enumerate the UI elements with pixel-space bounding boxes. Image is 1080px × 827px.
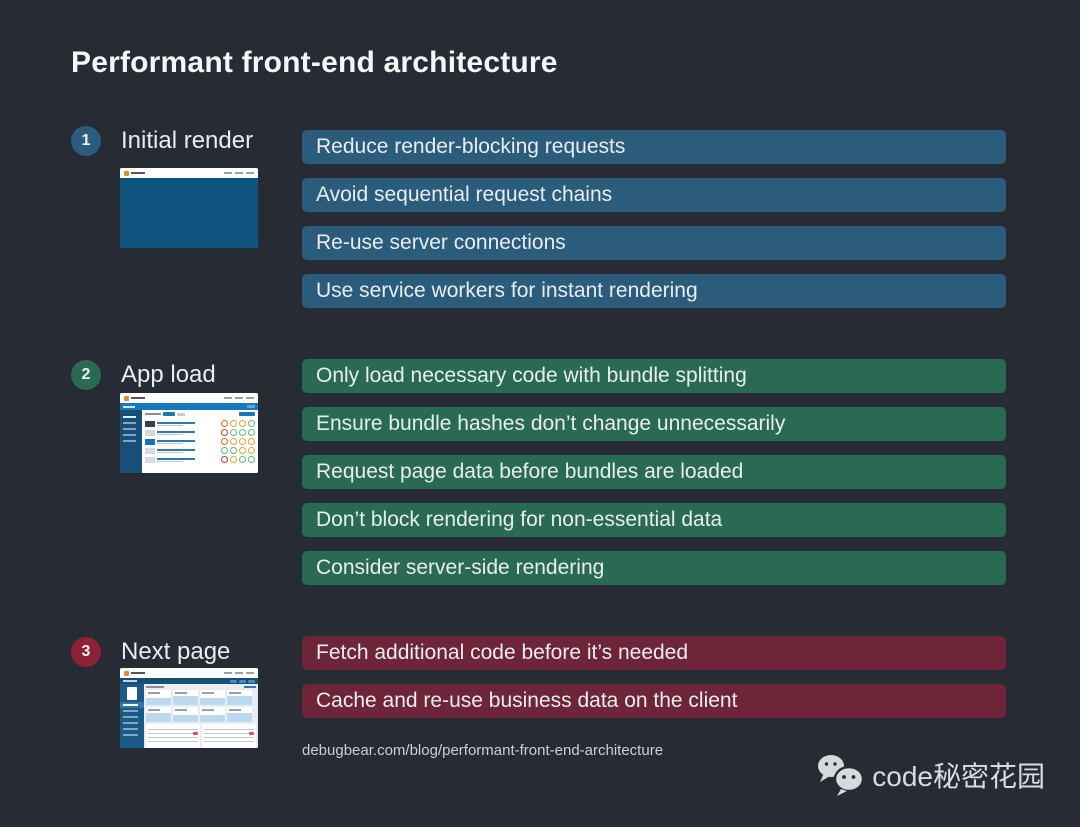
mini-chart-grid xyxy=(146,690,256,722)
mini-chart-card xyxy=(200,690,225,705)
mini-chart-card xyxy=(173,707,198,722)
recommendation-bar: Ensure bundle hashes don’t change unnece… xyxy=(302,407,1006,441)
recommendation-bar: Re-use server connections xyxy=(302,226,1006,260)
recommendation-bar: Reduce render-blocking requests xyxy=(302,130,1006,164)
mini-chart-card xyxy=(227,707,252,722)
mini-blank-page-body xyxy=(120,178,258,248)
mini-page-header-bar xyxy=(120,403,258,410)
mini-browser-topbar xyxy=(120,668,258,678)
mini-logo-icon xyxy=(124,395,129,401)
mini-chart-card xyxy=(227,690,252,705)
mini-browser-topbar xyxy=(120,168,258,178)
mini-browser-topbar xyxy=(120,393,258,403)
recommendation-bar: Request page data before bundles are loa… xyxy=(302,455,1006,489)
section-label-initial-render: Initial render xyxy=(121,127,254,154)
thumbnail-next-page xyxy=(120,668,258,748)
source-url: debugbear.com/blog/performant-front-end-… xyxy=(302,742,664,759)
mini-nav-links xyxy=(224,172,254,174)
mini-results-list xyxy=(142,410,258,473)
recommendation-list-next-page: Fetch additional code before it’s needed… xyxy=(302,636,1006,732)
mini-breadcrumb-bar xyxy=(120,678,258,684)
mini-nav-links xyxy=(224,672,254,674)
mini-chart-card xyxy=(146,690,171,705)
mini-logo-icon xyxy=(124,170,129,176)
recommendation-bar: Avoid sequential request chains xyxy=(302,178,1006,212)
section-label-next-page: Next page xyxy=(121,638,231,665)
mini-table-card xyxy=(202,724,256,748)
thumbnail-initial-render xyxy=(120,168,258,248)
mini-dashboard xyxy=(144,684,258,748)
mini-table-card xyxy=(146,724,200,748)
mini-chart-card xyxy=(146,707,171,722)
section-number-badge: 1 xyxy=(71,126,101,156)
recommendation-bar: Cache and re-use business data on the cl… xyxy=(302,684,1006,718)
section-label-app-load: App load xyxy=(121,361,216,388)
watermark: code秘密花园 xyxy=(816,753,1045,797)
mini-tables xyxy=(146,724,256,748)
mini-sidebar xyxy=(120,410,142,473)
mini-logo-icon xyxy=(124,670,129,676)
mini-sidebar xyxy=(120,684,144,748)
recommendation-bar: Don’t block rendering for non-essential … xyxy=(302,503,1006,537)
wechat-icon xyxy=(818,755,865,796)
recommendation-bar: Only load necessary code with bundle spl… xyxy=(302,359,1006,393)
recommendation-bar: Use service workers for instant renderin… xyxy=(302,274,1006,308)
watermark-text: code秘密花园 xyxy=(872,761,1045,792)
recommendation-list-initial-render: Reduce render-blocking requests Avoid seq… xyxy=(302,130,1006,322)
mini-chart-card xyxy=(173,690,198,705)
page-title: Performant front-end architecture xyxy=(71,46,558,79)
section-number-badge: 2 xyxy=(71,360,101,390)
mini-chart-card xyxy=(200,707,225,722)
section-number-badge: 3 xyxy=(71,637,101,667)
mini-nav-links xyxy=(224,397,254,399)
recommendation-list-app-load: Only load necessary code with bundle spl… xyxy=(302,359,1006,599)
recommendation-bar: Fetch additional code before it’s needed xyxy=(302,636,1006,670)
recommendation-bar: Consider server-side rendering xyxy=(302,551,1006,585)
thumbnail-app-load xyxy=(120,393,258,473)
mini-page-preview xyxy=(127,687,137,700)
